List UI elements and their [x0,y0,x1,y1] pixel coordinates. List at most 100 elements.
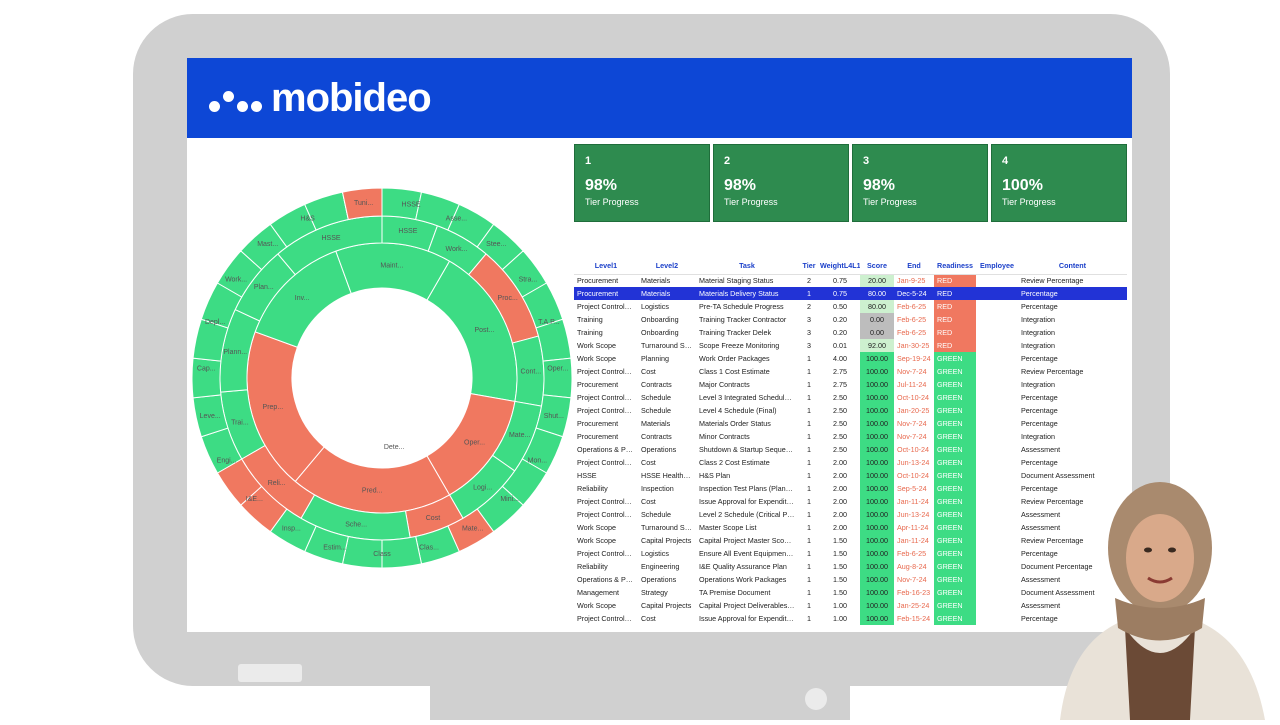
sunburst-label: Work... [445,246,467,253]
table-cell: GREEN [934,443,976,456]
table-row[interactable]: Project Controls ... Cost Class 2 Cost Est… [574,456,1127,469]
table-row[interactable]: Project Controls ... Cost Issue Approval f… [574,612,1127,625]
table-row[interactable]: Operations & Pro... Operations Shutdown & … [574,443,1127,456]
table-cell: RED [934,313,976,326]
table-cell: Inspection [641,484,674,493]
column-header[interactable]: Score [860,258,894,275]
table-row[interactable]: Project Controls ... Cost Issue Approval f… [574,495,1127,508]
table-cell: 2 [807,302,811,311]
column-header[interactable]: WeightL4L1 [820,258,860,275]
table-row[interactable]: Work Scope Turnaround Sc... Scope Freeze M… [574,339,1127,352]
table-cell: Cost [641,497,656,506]
table-cell: 3 [807,315,811,324]
sunburst-label: Engi... [217,457,237,464]
table-cell: 100.00 [860,573,894,586]
table-row[interactable]: Work Scope Capital Projects Capital Projec… [574,599,1127,612]
tier-tile[interactable]: 1 98% Tier Progress [574,144,710,222]
tier-tile[interactable]: 4 100% Tier Progress [991,144,1127,222]
table-cell: Level 3 Integrated Schedule (De... [699,393,798,402]
app-screen: mobideo Dete... Post... Oper... Pred... Prep… [187,58,1132,632]
tier-percent: 98% [724,177,757,194]
table-row[interactable]: Procurement Contracts Minor Contracts 1 2.50… [574,430,1127,443]
table-row[interactable]: Procurement Contracts Major Contracts 1 2.75… [574,378,1127,391]
table-cell: Management [577,588,619,597]
table-row[interactable]: HSSE HSSE Health&... H&S Plan 1 2.00 100.00 Oc… [574,469,1127,482]
table-cell: GREEN [934,534,976,547]
sunburst-label: Cost [426,515,440,522]
sunburst-segment[interactable] [191,357,222,399]
table-cell: Minor Contracts [699,432,750,441]
column-header[interactable]: Tier [798,258,820,275]
column-header[interactable]: End [894,258,934,275]
table-row[interactable]: Training Onboarding Training Tracker Delek… [574,326,1127,339]
table-cell: Operations [641,445,677,454]
sunburst-label: Mast... [257,241,278,248]
column-header[interactable]: Readiness [934,258,976,275]
column-header[interactable]: Level2 [638,258,696,275]
table-cell: Nov-7-24 [897,419,927,428]
table-row[interactable]: Work Scope Capital Projects Capital Projec… [574,534,1127,547]
table-cell: Percentage [1021,406,1058,415]
table-cell: GREEN [934,521,976,534]
table-cell: Project Controls ... [577,497,637,506]
table-cell: Materials Delivery Status [696,287,798,300]
table-cell: Integration [1021,328,1055,337]
table-row[interactable]: Management Strategy TA Premise Document 1 1.… [574,586,1127,599]
table-row[interactable]: Project Controls ... Cost Class 1 Cost Est… [574,365,1127,378]
table-cell [976,560,1018,573]
table-cell [976,521,1018,534]
table-row[interactable]: Work Scope Turnaround Sc... Master Scope L… [574,521,1127,534]
table-cell: Project Controls ... [577,406,637,415]
table-row[interactable]: Procurement Materials Material Staging Sta… [574,274,1127,287]
table-row[interactable]: Operations & Pro... Operations Operations … [574,573,1127,586]
table-cell: Contracts [641,432,672,441]
table-cell: Project Controls ... [577,510,637,519]
table-cell: 2.00 [833,523,847,532]
table-cell: Assessment [1021,445,1061,454]
column-header[interactable]: Content [1018,258,1127,275]
table-cell: I&E Quality Assurance Plan [699,562,787,571]
table-cell [976,469,1018,482]
table-row[interactable]: Reliability Engineering I&E Quality Assura… [574,560,1127,573]
table-cell: Operations & Pro... [577,445,638,454]
tier-label: Tier Progress [724,197,778,207]
table-cell: Materials [641,276,671,286]
table-row[interactable]: Reliability Inspection Inspection Test Pla… [574,482,1127,495]
table-cell: HSSE [577,471,597,480]
column-header[interactable]: Employee [976,258,1018,275]
table-row[interactable]: Project Controls ... Schedule Level 3 Inte… [574,391,1127,404]
table-row[interactable]: Project Controls ... Schedule Level 4 Sche… [574,404,1127,417]
table-row[interactable]: Procurement Materials Materials Delivery S… [574,287,1127,300]
table-row[interactable]: Work Scope Planning Work Order Packages 1 4.… [574,352,1127,365]
table-row[interactable]: Project Controls ... Logistics Pre-TA Sche… [574,300,1127,313]
sunburst-segment[interactable] [341,187,383,221]
table-row[interactable]: Procurement Materials Materials Order Stat… [574,417,1127,430]
table-cell: Capital Project Master Scope List [699,536,798,545]
table-cell: Engineering [641,562,680,571]
tier-tile[interactable]: 3 98% Tier Progress [852,144,988,222]
sunburst-label: Oper... [464,440,485,447]
sunburst-label: Logi... [473,485,492,492]
table-cell: Work Scope [577,341,617,350]
table-cell: 1 [807,601,811,610]
table-row[interactable]: Project Controls ... Logistics Ensure All … [574,547,1127,560]
brand-logo[interactable]: mobideo [207,76,432,121]
sunburst-chart[interactable]: Dete... Post... Oper... Pred... Prep... Inv..… [187,168,577,588]
table-cell: H&S Plan [699,471,731,480]
column-header[interactable]: Task [696,258,798,275]
table-cell [976,365,1018,378]
column-header[interactable]: Level1 [574,258,638,275]
table-cell: Nov-7-24 [897,432,927,441]
table-cell: 100.00 [860,534,894,547]
table-row[interactable]: Project Controls ... Schedule Level 2 Sche… [574,508,1127,521]
sunburst-segment[interactable] [542,357,573,399]
table-row[interactable]: Training Onboarding Training Tracker Contr… [574,313,1127,326]
table-cell: Schedule [641,393,671,402]
table-cell: Project Controls ... [577,614,637,623]
table-cell: Percentage [1021,302,1058,311]
table-cell [976,378,1018,391]
table-cell [976,443,1018,456]
tier-tile[interactable]: 2 98% Tier Progress [713,144,849,222]
tier-number: 2 [724,155,731,167]
table-cell: 100.00 [860,599,894,612]
